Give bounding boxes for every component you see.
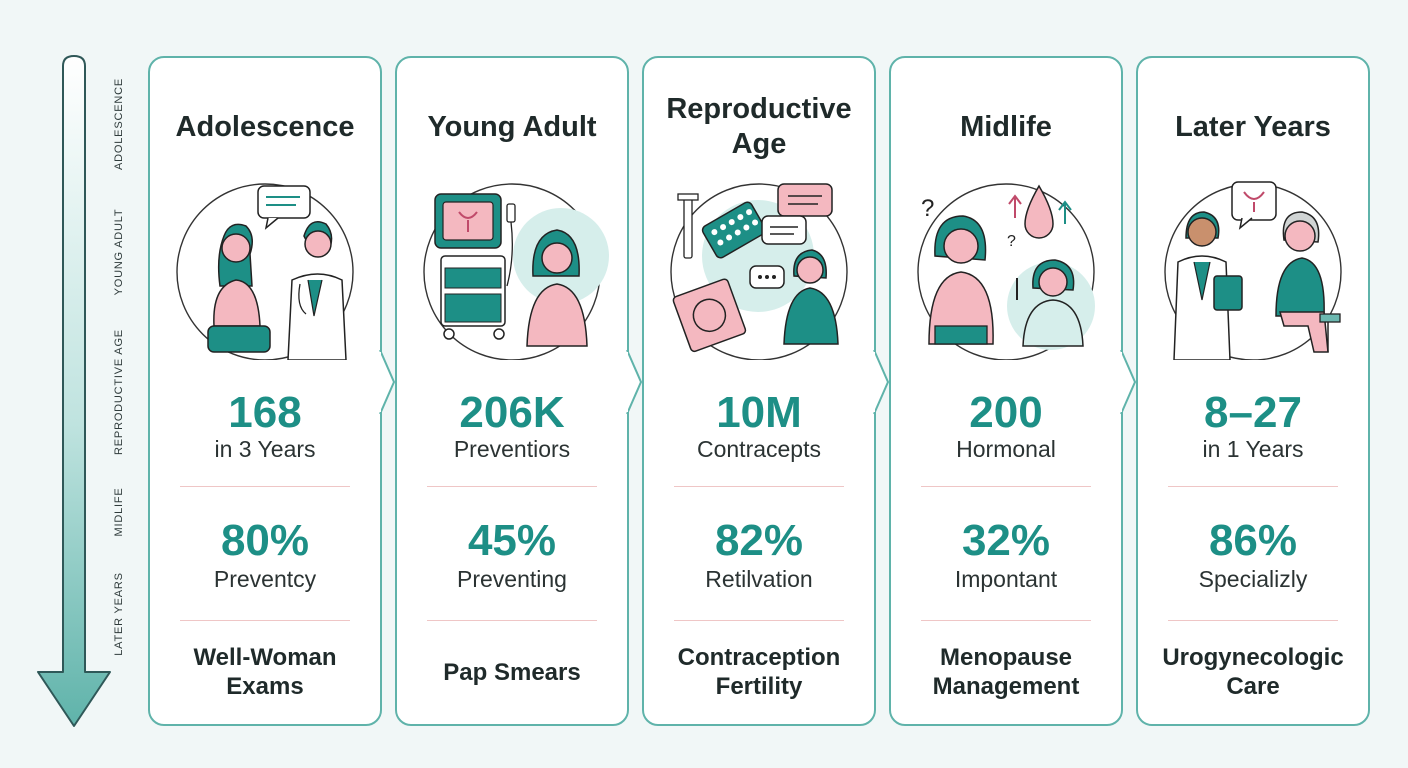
card-title: Midlife: [960, 110, 1052, 143]
stat-value-secondary: 80%: [220, 516, 310, 565]
stat-label-secondary: Impontant: [954, 566, 1058, 592]
care-service-label: Urogynecologic Care: [1162, 644, 1344, 700]
stat-value-secondary: 86%: [1208, 516, 1298, 565]
divider: [674, 620, 844, 621]
care-service-label: Menopause Management: [932, 644, 1080, 700]
patient-doctor-consultation-icon: [176, 183, 354, 360]
stat-value-primary: 10M: [716, 388, 802, 437]
divider: [921, 486, 1091, 487]
chevron-right-icon: [1117, 349, 1137, 415]
stat-value-secondary: 82%: [714, 516, 804, 565]
chevron-right-icon: [870, 349, 890, 415]
svg-text:?: ?: [921, 195, 934, 222]
card-title: Reproductive Age: [666, 93, 852, 160]
stat-label-secondary: Preventing: [457, 566, 567, 592]
care-service-label: Well-Woman Exams: [193, 644, 337, 700]
stat-label-primary: Contracepts: [696, 436, 821, 462]
timeline-label-midlife: MIDLIFE: [113, 487, 125, 537]
stat-value-primary: 8–27: [1204, 388, 1302, 437]
care-service-label: Pap Smears: [443, 658, 581, 686]
ultrasound-machine-icon: [423, 183, 609, 360]
card-title: Later Years: [1175, 110, 1331, 143]
stat-value-primary: 168: [228, 388, 302, 437]
divider: [427, 620, 597, 621]
stage-cards: Adolescence 168 in 3 Years 80% Preventcy…: [148, 56, 1374, 728]
stat-label-primary: Hormonal: [956, 436, 1056, 462]
stat-value-secondary: 45%: [467, 516, 557, 565]
stat-label-secondary: Retilvation: [705, 566, 813, 592]
menopause-consultation-icon: ? ?: [917, 183, 1095, 360]
chevron-right-icon: [623, 349, 643, 415]
contraception-icon: [670, 183, 848, 360]
timeline-arrow: [37, 55, 111, 727]
timeline-stage-labels: ADOLESCENCE YOUNG ADULT REPRODUCTIVE AGE…: [104, 62, 134, 662]
timeline-label-young-adult: YOUNG ADULT: [113, 208, 125, 296]
stat-value-secondary: 32%: [961, 516, 1051, 565]
stat-label-primary: in 3 Years: [214, 436, 316, 462]
stage-card-midlife: Midlife ? ? 200 Hormonal 32% Impontant M…: [889, 56, 1137, 726]
care-service-label: Contraception Fertility: [677, 644, 841, 700]
divider: [180, 620, 350, 621]
stat-label-primary: in 1 Years: [1202, 436, 1304, 462]
timeline-label-later-years: LATER YEARS: [113, 572, 125, 656]
stat-value-primary: 200: [969, 388, 1043, 437]
stage-card-reproductive-age: Reproductive Age: [642, 56, 890, 726]
timeline-label-reproductive-age: REPRODUCTIVE AGE: [113, 329, 125, 455]
divider: [1168, 486, 1338, 487]
urogynecology-consultation-icon: [1164, 181, 1342, 360]
divider: [674, 486, 844, 487]
stat-label-primary: Preventiors: [453, 436, 571, 462]
card-title: Adolescence: [175, 110, 355, 143]
stat-value-primary: 206K: [459, 388, 565, 437]
stat-label-secondary: Preventcy: [213, 566, 317, 592]
stage-card-young-adult: Young Adult 206K Preventiors 45% Prevent…: [395, 56, 643, 726]
timeline-label-adolescence: ADOLESCENCE: [113, 78, 125, 170]
stage-card-adolescence: Adolescence 168 in 3 Years 80% Preventcy…: [148, 56, 396, 726]
divider: [180, 486, 350, 487]
stage-card-later-years: Later Years 8–27 in 1 Years 86% Speciali…: [1136, 56, 1370, 726]
divider: [921, 620, 1091, 621]
stat-label-secondary: Specializly: [1198, 566, 1308, 592]
chevron-right-icon: [376, 349, 396, 415]
divider: [1168, 620, 1338, 621]
card-title: Young Adult: [427, 110, 597, 143]
divider: [427, 486, 597, 487]
svg-text:?: ?: [1007, 233, 1016, 250]
